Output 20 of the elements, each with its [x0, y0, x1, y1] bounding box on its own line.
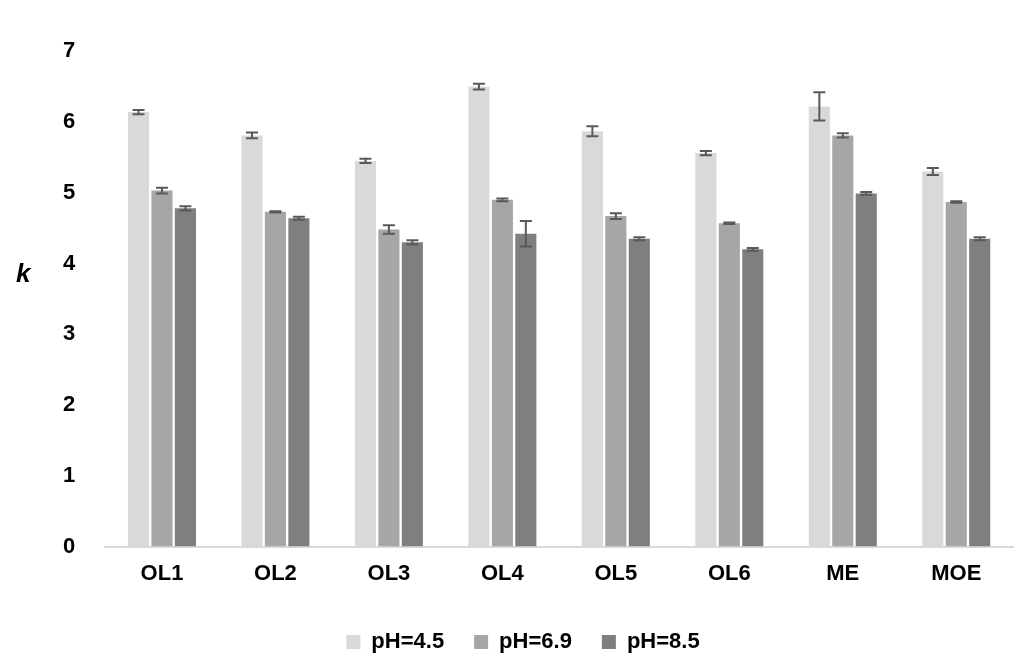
legend-label: pH=4.5 — [371, 628, 445, 654]
x-tick-label: OL2 — [254, 559, 297, 585]
y-tick-label: 6 — [62, 108, 76, 134]
y-tick-label: 3 — [62, 320, 76, 346]
y-tick-label: 5 — [62, 178, 76, 204]
x-tick-label: ME — [826, 559, 860, 585]
x-tick-label: OL5 — [594, 559, 638, 585]
x-tick-label: OL3 — [367, 559, 411, 585]
y-tick-label: 2 — [62, 391, 76, 417]
legend-label: pH=8.5 — [626, 628, 700, 654]
y-tick-label: 7 — [62, 37, 76, 63]
y-tick-label: 4 — [62, 249, 76, 275]
x-tick-label: OL1 — [140, 559, 184, 585]
x-tick-label: MOE — [931, 559, 982, 585]
y-axis-title: k — [16, 258, 31, 289]
x-tick-label: OL4 — [480, 559, 525, 585]
y-tick-label: 0 — [62, 532, 76, 558]
legend-label: pH=6.9 — [499, 628, 572, 654]
x-tick-label: OL6 — [707, 559, 751, 585]
y-tick-label: 1 — [62, 461, 76, 487]
